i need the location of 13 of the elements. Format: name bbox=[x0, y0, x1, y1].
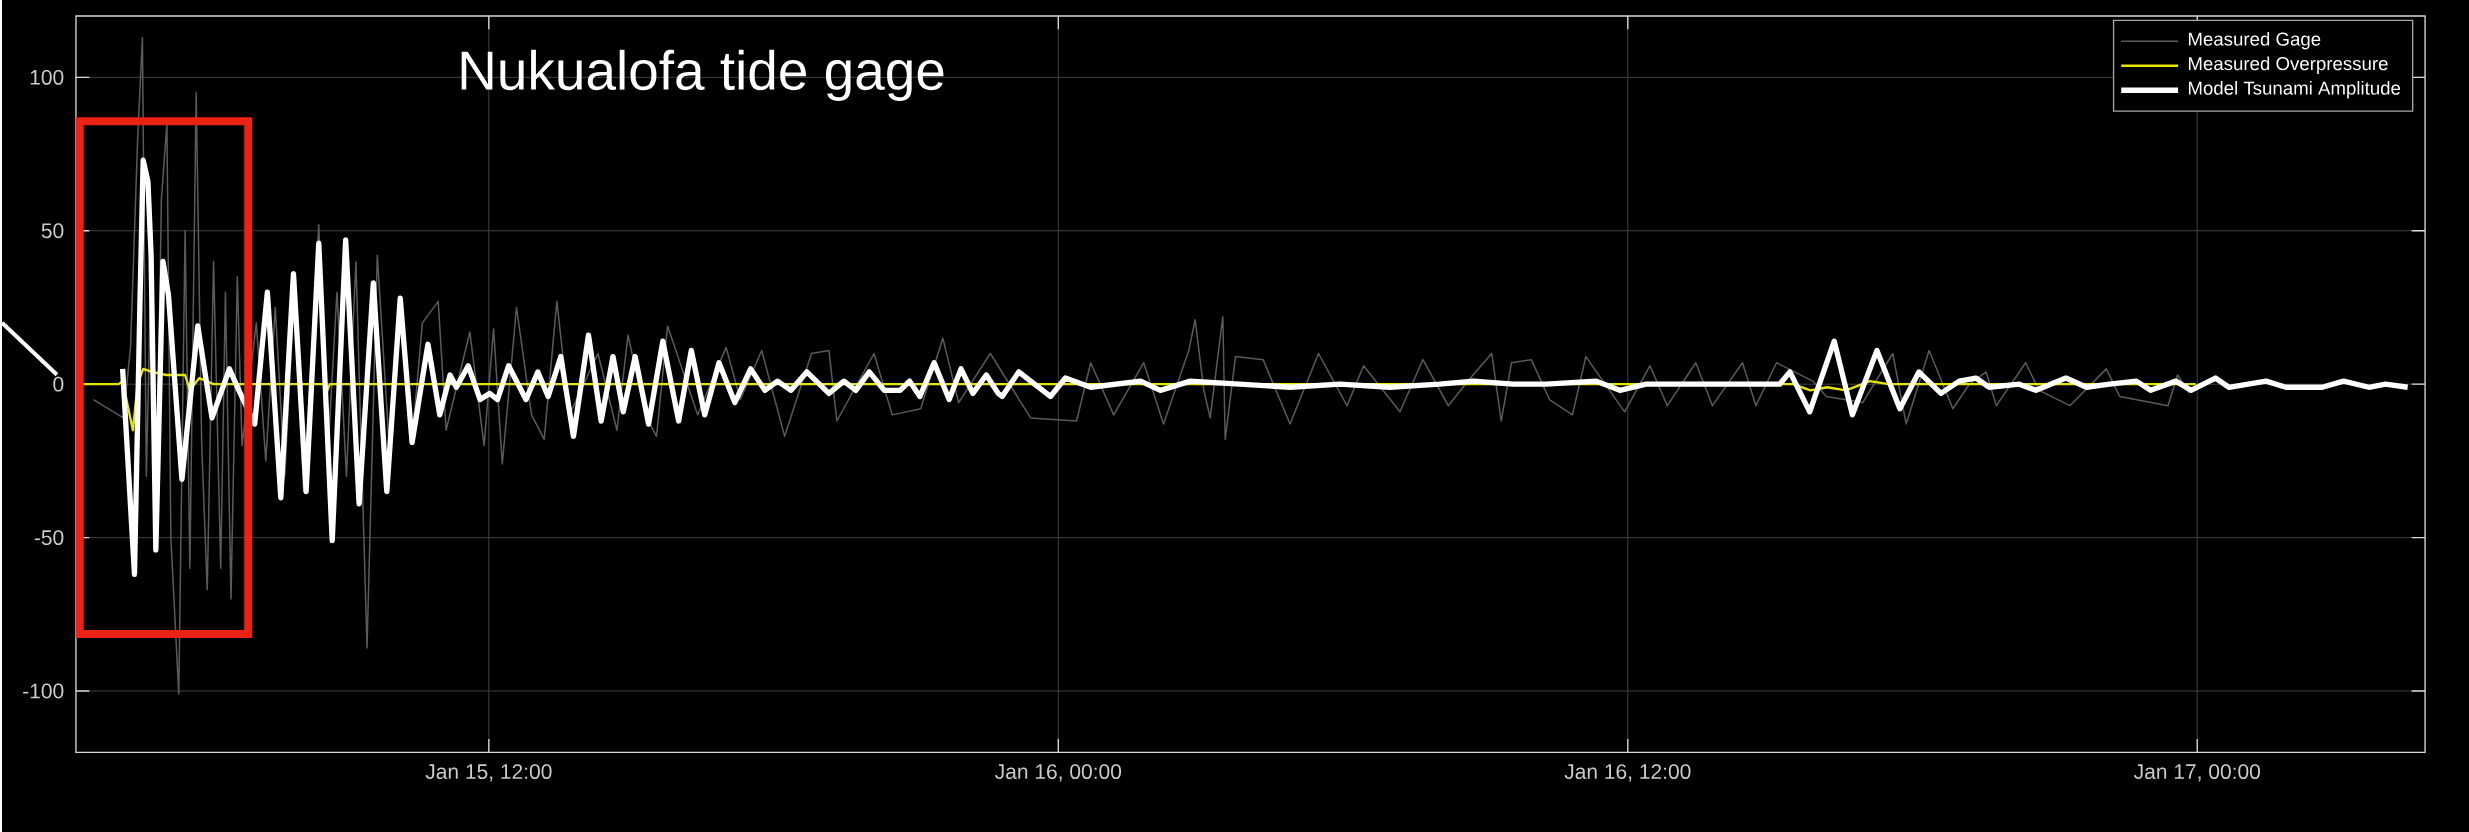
x-tick-label: Jan 16, 12:00 bbox=[1564, 763, 1691, 782]
text: Nukualofa tide gage bbox=[461, 49, 944, 101]
legend-label: Measured Overpressure bbox=[2188, 56, 2388, 74]
x-tick-label: Jan 16, 00:00 bbox=[995, 763, 1122, 782]
y-tick-label: 50 bbox=[41, 223, 64, 239]
y-tick-label: -50 bbox=[34, 530, 64, 545]
x-tick-label: Jan 15, 12:00 bbox=[425, 763, 552, 782]
x-tick-label: Jan 17, 00:00 bbox=[2133, 763, 2261, 782]
y-tick-label: -100 bbox=[23, 683, 64, 699]
legend-label: Measured Gage bbox=[2188, 31, 2321, 50]
y-tick-label: 100 bbox=[30, 69, 64, 85]
y-tick-label: 0 bbox=[53, 376, 64, 392]
legend-label: Model Tsunami Amplitude bbox=[2188, 80, 2401, 99]
